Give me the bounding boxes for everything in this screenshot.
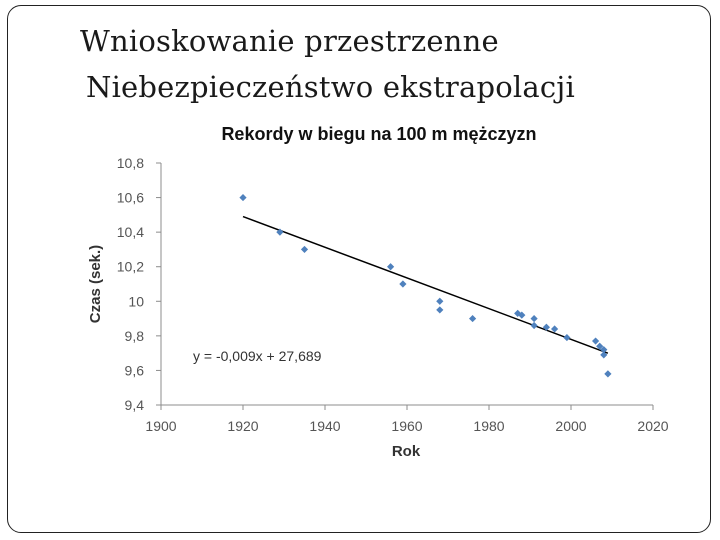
trendline-group <box>242 215 609 354</box>
trendline-equation: y = -0,009x + 27,689 <box>193 348 322 364</box>
x-tick-label: 1920 <box>227 418 258 434</box>
data-point <box>551 325 559 333</box>
slide-title: Wnioskowanie przestrzenne <box>80 24 499 58</box>
x-tick-label: 2020 <box>637 418 668 434</box>
data-point <box>604 370 612 378</box>
y-tick-label: 9,6 <box>125 362 145 378</box>
data-point <box>600 346 608 354</box>
x-tick-label: 1980 <box>473 418 504 434</box>
y-tick-label: 10,2 <box>117 259 144 275</box>
data-point <box>563 333 571 342</box>
y-tick-label: 9,4 <box>125 397 145 413</box>
data-point <box>276 228 284 236</box>
data-point <box>469 314 477 323</box>
data-point <box>600 351 608 359</box>
x-axis-label: Rok <box>392 443 421 460</box>
slide-frame <box>7 5 711 533</box>
y-tick-label: 9,8 <box>125 328 145 344</box>
data-point <box>514 309 522 317</box>
y-axis-ticks: 9,4 9,6 9,8 10 10,2 10,4 10,6 10,8 <box>117 155 161 413</box>
chart-title: Rekordy w biegu na 100 m mężczyzn <box>221 124 536 144</box>
x-tick-label: 1900 <box>145 418 176 434</box>
x-tick-label: 1960 <box>391 418 422 434</box>
data-point <box>530 321 538 330</box>
data-point <box>399 280 407 288</box>
data-point <box>300 245 309 254</box>
data-point <box>542 323 550 331</box>
y-tick-label: 10,8 <box>117 155 144 171</box>
y-tick-label: 10,6 <box>117 190 144 206</box>
x-tick-label: 1940 <box>309 418 340 434</box>
x-axis-ticks: 1900 1920 1940 1960 1980 2000 2020 <box>145 405 669 434</box>
trendline <box>242 215 609 354</box>
y-axis-label: Czas (sek.) <box>87 245 104 323</box>
data-point <box>518 311 526 319</box>
y-tick-label: 10,4 <box>117 224 144 240</box>
data-point <box>387 263 395 271</box>
data-point <box>592 337 600 345</box>
data-point <box>239 193 247 202</box>
data-point <box>436 306 444 314</box>
data-point <box>530 314 538 323</box>
data-point <box>436 297 444 305</box>
chart-axes <box>160 163 653 406</box>
y-tick-label: 10 <box>128 293 144 309</box>
data-points <box>239 193 612 378</box>
data-point <box>596 342 604 350</box>
slide-subtitle: Niebezpieczeństwo ekstrapolacji <box>86 70 575 104</box>
x-tick-label: 2000 <box>555 418 586 434</box>
